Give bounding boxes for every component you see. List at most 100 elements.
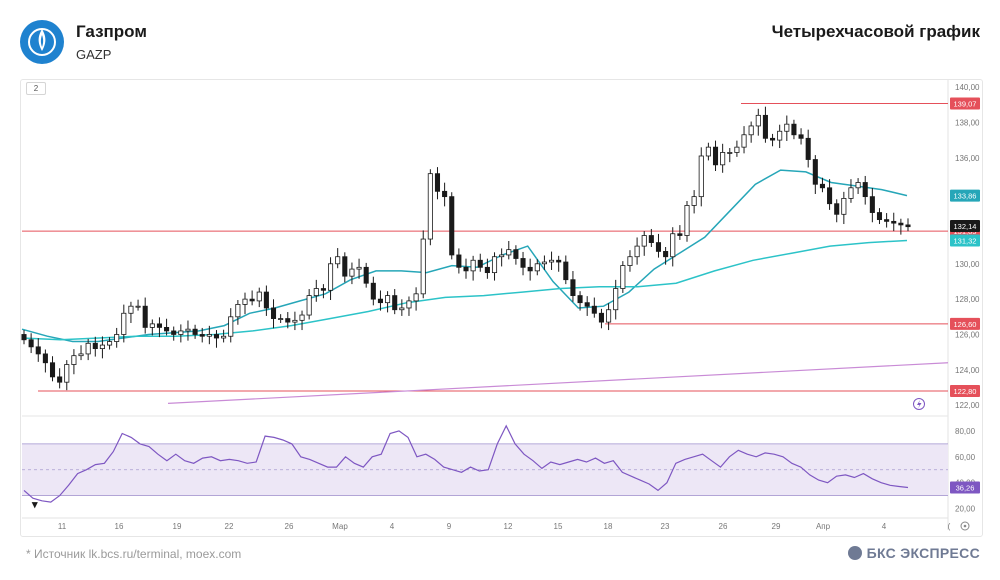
price-tick-label: 122,00: [955, 401, 980, 410]
candle: [285, 312, 291, 329]
candle-body: [242, 298, 248, 305]
candle-body: [506, 249, 512, 256]
candle: [92, 336, 98, 357]
candle-body: [541, 261, 547, 265]
candle: [598, 308, 604, 329]
price-tick-label: 126,00: [955, 330, 980, 339]
candle: [534, 259, 540, 276]
candle: [720, 143, 726, 173]
candle: [342, 252, 348, 283]
candle: [770, 133, 776, 147]
candle-body: [606, 309, 612, 323]
gazprom-flame-icon: [28, 28, 56, 56]
price-tick-label: 140,00: [955, 83, 980, 92]
candle: [42, 349, 48, 373]
candle-body: [634, 245, 640, 258]
candle: [677, 225, 683, 240]
candle-body: [413, 293, 419, 302]
candle: [869, 187, 875, 223]
chart-card: [20, 79, 983, 537]
candle-body: [641, 235, 647, 247]
candle-body: [21, 334, 27, 341]
candle-body: [99, 344, 105, 350]
interval-badge[interactable]: 2: [26, 82, 46, 95]
candle-body: [777, 130, 783, 141]
chart-header: Газпром GAZP Четырехчасовой график: [0, 0, 1000, 76]
candle-body: [463, 266, 469, 272]
candle: [156, 317, 162, 338]
candle-body: [691, 196, 697, 206]
candle-body: [556, 259, 562, 263]
candle-body: [577, 295, 583, 304]
candle: [577, 291, 583, 311]
candle-body: [285, 318, 291, 323]
misc-icons: ▾: [31, 398, 970, 531]
candle: [727, 148, 733, 163]
candle-body: [249, 298, 255, 302]
candle-body: [42, 353, 48, 364]
candle-body: [670, 233, 676, 258]
candle: [898, 218, 904, 235]
candle: [178, 324, 184, 343]
candle: [499, 248, 505, 267]
candle-body: [185, 328, 191, 332]
level-badge: [950, 97, 980, 110]
candle-body: [206, 334, 212, 337]
candle-body: [35, 346, 41, 355]
price-badge-text: 132,14: [954, 222, 977, 231]
candle-body: [898, 222, 904, 226]
trend-line: [167, 362, 949, 404]
candle: [805, 129, 811, 168]
candle: [363, 262, 369, 288]
candle-body: [107, 341, 113, 346]
candle-body: [427, 173, 433, 240]
candle-body: [827, 187, 833, 205]
time-tick-label: 26: [285, 522, 294, 531]
time-tick-label: 4: [882, 522, 887, 531]
candle: [734, 140, 740, 157]
candle: [563, 255, 569, 285]
candle: [256, 287, 262, 308]
candle: [570, 271, 576, 302]
candle-body: [320, 288, 326, 291]
candle-body: [549, 259, 555, 263]
time-tick-label: 23: [661, 522, 670, 531]
candle-body: [49, 362, 56, 378]
ticker-symbol: GAZP: [76, 47, 112, 62]
candle-body: [591, 305, 597, 314]
candle-body: [477, 259, 483, 268]
candle: [235, 300, 241, 325]
candle: [606, 303, 612, 331]
candle: [691, 190, 697, 214]
candle: [848, 179, 854, 203]
candle: [477, 253, 483, 272]
candle: [299, 310, 305, 331]
brand-label: БКС ЭКСПРЕСС: [866, 545, 980, 561]
candle: [49, 356, 56, 382]
candle-body: [121, 312, 127, 335]
candle-body: [470, 259, 476, 272]
candle: [841, 191, 847, 225]
candle-body: [377, 298, 383, 304]
candle-body: [135, 305, 141, 308]
candle-body: [456, 254, 462, 268]
candle: [85, 338, 91, 361]
candle: [171, 326, 177, 341]
candle: [78, 345, 84, 361]
candle-body: [684, 205, 690, 236]
candle-body: [513, 249, 519, 259]
settings-icon: [960, 521, 970, 531]
candle-body: [484, 266, 490, 274]
candle: [463, 258, 469, 279]
source-note: * Источник lk.bcs.ru/terminal, moex.com: [26, 547, 242, 561]
candle: [270, 299, 277, 329]
price-tick-label: 138,00: [955, 118, 980, 127]
candle: [655, 233, 662, 258]
candle-body: [741, 134, 747, 148]
candle: [192, 324, 198, 339]
level-badge-text: 139,07: [954, 100, 977, 109]
candle-body: [442, 190, 448, 198]
candle-body: [491, 256, 498, 274]
candle: [114, 327, 120, 348]
candle-body: [819, 183, 825, 189]
